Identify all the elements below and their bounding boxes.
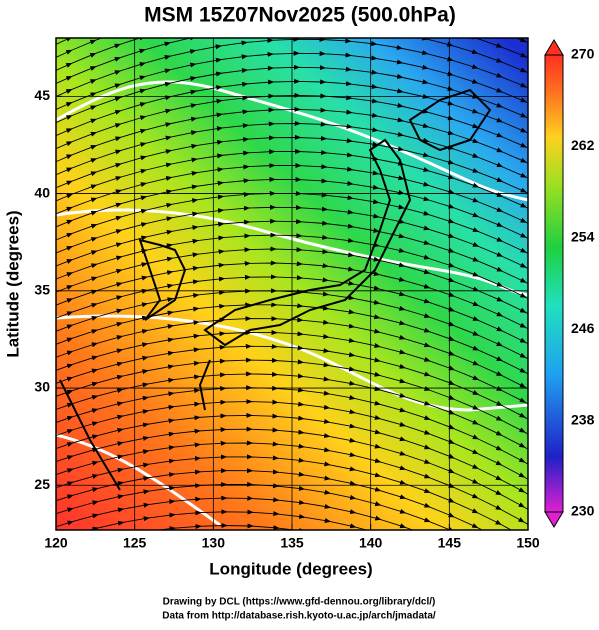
x-tick-label: 130 (202, 535, 226, 551)
x-tick-label: 135 (280, 535, 304, 551)
x-tick-label: 140 (359, 535, 383, 551)
colorbar-tick-label: 262 (571, 137, 595, 153)
credit: Data from http://database.rish.kyoto-u.a… (162, 611, 436, 622)
x-tick-label: 120 (44, 535, 68, 551)
streamline (67, 509, 524, 530)
y-tick-label: 45 (34, 87, 50, 103)
y-axis-label: Latitude (degrees) (3, 210, 22, 357)
grid (56, 38, 528, 530)
axes: 120 125 130 135 140 145 150 25 30 35 40 45 230 238 246… (34, 46, 594, 551)
colorbar-tick-label: 238 (571, 411, 595, 427)
x-tick-label: 125 (123, 535, 147, 551)
y-tick-label: 40 (34, 184, 50, 200)
coastline (59, 88, 492, 491)
chart-title: MSM 15Z07Nov2025 (500.0hPa) (144, 4, 456, 27)
colorbar-cap (544, 39, 564, 56)
x-axis-label: Longitude (degrees) (209, 559, 372, 578)
y-tick-label: 30 (34, 379, 50, 395)
streamline (56, 495, 525, 530)
plot-area (56, 38, 528, 530)
colorbar-tick-label: 230 (571, 503, 595, 519)
colorbar-tick-label: 254 (571, 229, 595, 245)
streamlines (56, 38, 528, 530)
colorbar-cap (544, 511, 564, 528)
colorbar-tick-label: 246 (571, 320, 595, 336)
y-tick-label: 35 (34, 282, 50, 298)
credit: Drawing by DCL (https://www.gfd-dennou.o… (163, 597, 436, 608)
y-tick-label: 25 (34, 476, 50, 492)
colorbar (544, 54, 564, 513)
x-tick-label: 150 (516, 535, 540, 551)
x-tick-label: 145 (438, 535, 462, 551)
colorbar-tick-label: 270 (571, 46, 595, 62)
streamline (56, 481, 525, 530)
